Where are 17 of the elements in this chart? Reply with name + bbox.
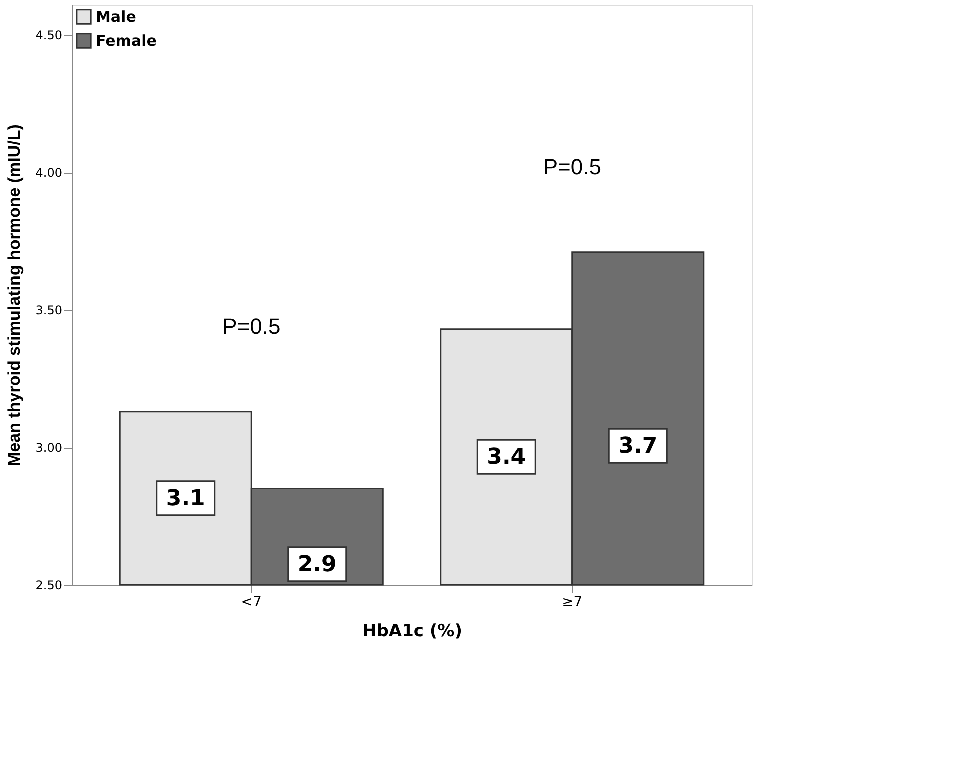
y-tick-label: 3.50	[36, 304, 62, 318]
y-tick-label: 4.50	[36, 28, 62, 43]
y-tick-label: 3.00	[36, 441, 62, 456]
x-tick-label: <7	[241, 594, 262, 610]
legend-label: Female	[96, 32, 157, 50]
x-tick-label: ≥7	[562, 594, 583, 610]
annotation: P=0.5	[222, 314, 281, 339]
legend-label: Male	[96, 8, 136, 26]
y-tick-label: 2.50	[36, 578, 62, 592]
y-axis-title: Mean thyroid stimulating hormone (mIU/L)	[4, 124, 24, 466]
y-tick-label: 4.00	[36, 166, 62, 180]
x-axis-title: HbA1c (%)	[362, 622, 462, 642]
data-label: 3.7	[618, 434, 658, 460]
annotation: P=0.5	[543, 154, 602, 180]
data-label: 3.1	[166, 486, 206, 512]
data-label: 2.9	[298, 552, 337, 578]
data-label: 3.4	[487, 445, 526, 470]
